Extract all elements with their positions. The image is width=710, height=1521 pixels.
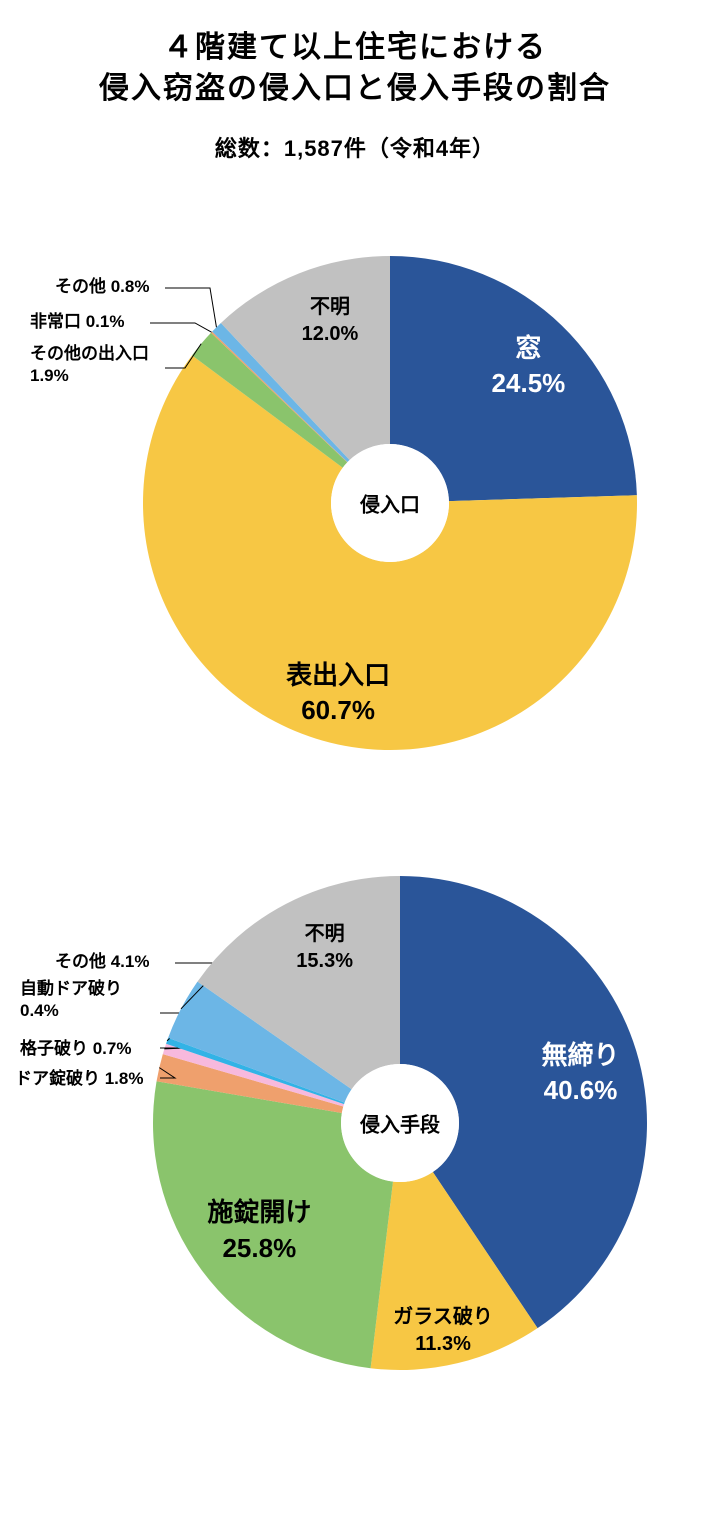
slice-label-0: 窓24.5%	[492, 331, 566, 401]
entry-method-donut	[0, 793, 710, 1433]
title-line2: 侵入窃盗の侵入口と侵入手段の割合	[99, 72, 611, 105]
slice-label-1: 表出入口60.7%	[286, 658, 390, 728]
ext-label-4: その他 0.8%	[55, 276, 149, 298]
leader-4	[165, 288, 216, 327]
ext-label-2: その他の出入口1.9%	[30, 343, 149, 387]
title-line1: ４階建て以上住宅における	[163, 31, 547, 64]
entry-method-chart: 無締り40.6% ガラス破り11.3% 施錠開け25.8% ドア錠破り 1.8% 格子破…	[0, 793, 710, 1433]
ext-label-6: その他 4.1%	[55, 951, 149, 973]
slice-label-7: 不明15.3%	[296, 921, 353, 975]
ext-label-4: 格子破り 0.7%	[20, 1038, 131, 1060]
slice-label-5: 不明12.0%	[302, 294, 359, 348]
center-label: 侵入口	[360, 489, 420, 518]
chart-subtitle: 総数：1,587件（令和4年）	[0, 131, 710, 163]
slice-label-1: ガラス破り11.3%	[393, 1304, 493, 1358]
entry-point-chart: 窓24.5% 表出入口60.7% その他の出入口1.9% 非常口 0.1% その他 0.…	[0, 173, 710, 793]
center-label: 侵入手段	[360, 1109, 440, 1138]
leader-3	[150, 323, 212, 332]
slice-label-0: 無締り40.6%	[541, 1038, 619, 1108]
ext-label-5: 自動ドア破り0.4%	[20, 978, 122, 1022]
slice-label-2: 施錠開け25.8%	[207, 1195, 311, 1265]
ext-label-3: 非常口 0.1%	[30, 311, 124, 333]
chart-title: ４階建て以上住宅における 侵入窃盗の侵入口と侵入手段の割合	[0, 0, 710, 109]
ext-label-3: ドア錠破り 1.8%	[15, 1068, 143, 1090]
